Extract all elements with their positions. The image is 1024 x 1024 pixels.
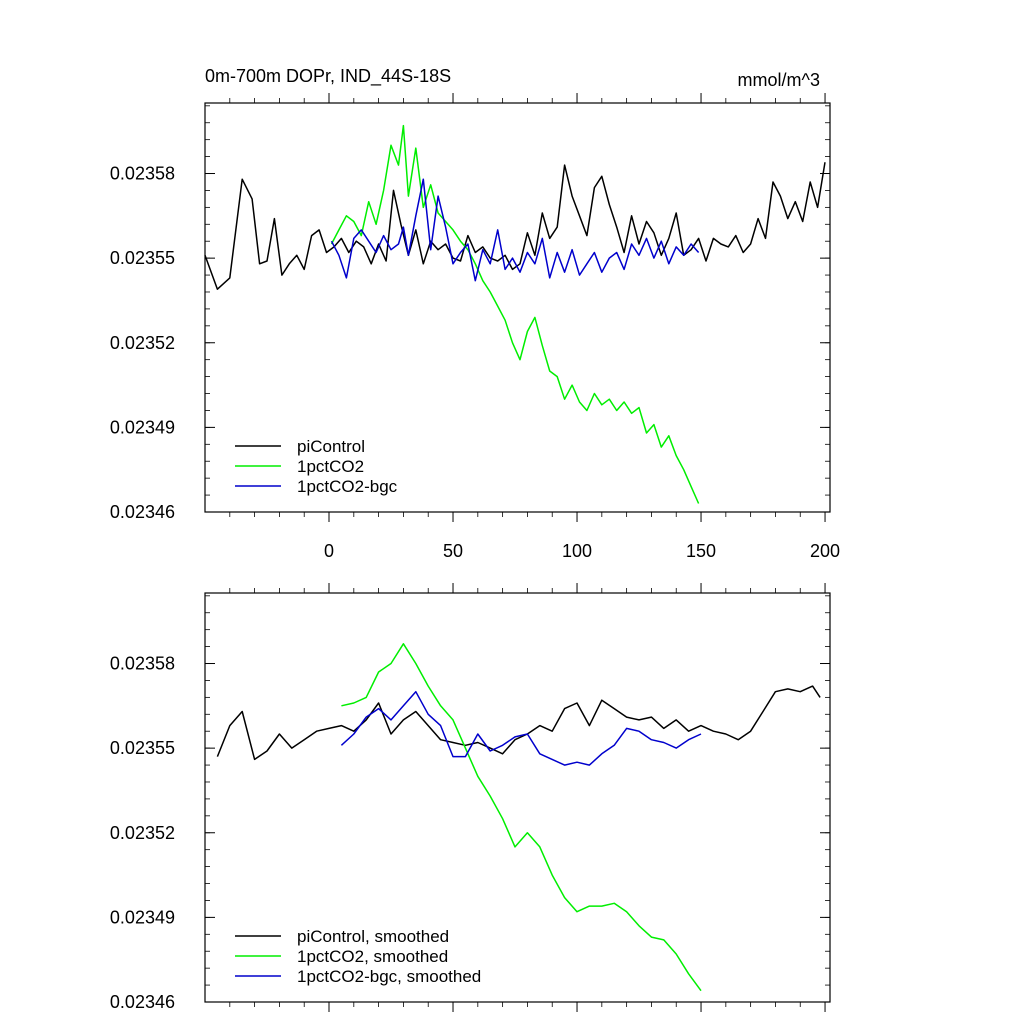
bottom-legend-label-0: piControl, smoothed [297, 927, 449, 946]
top-panel-title: 0m-700m DOPr, IND_44S-18S [205, 66, 451, 87]
top-legend-label-1: 1pctCO2 [297, 457, 364, 476]
top-label-layer: 0.02346 0.02349 0.02352 0.02355 0.02358 0 50 10… [110, 164, 840, 561]
bottom-y-tick-label: 0.02358 [110, 654, 175, 674]
bottom-series-line-2 [340, 690, 702, 766]
bottom-label-layer: 0.02346 0.02349 0.02352 0.02355 0.02358 [110, 654, 175, 1012]
top-plot-frame [204, 102, 831, 513]
top-series-layer [204, 124, 826, 504]
top-legend-label-0: piControl [297, 437, 365, 456]
bottom-y-tick-label: 0.02349 [110, 907, 175, 927]
bottom-legend-label-1: 1pctCO2, smoothed [297, 947, 448, 966]
bottom-legend-label-2: 1pctCO2-bgc, smoothed [297, 967, 481, 986]
top-tick-layer [205, 93, 830, 522]
top-series-line-0 [204, 162, 826, 290]
top-x-tick-label: 100 [562, 541, 592, 561]
bottom-series-layer [216, 643, 821, 992]
bottom-series-line-0 [216, 685, 821, 761]
top-y-tick-label: 0.02346 [110, 502, 175, 522]
top-y-tick-label: 0.02355 [110, 248, 175, 268]
bottom-y-tick-label: 0.02352 [110, 823, 175, 843]
top-x-tick-label: 0 [324, 541, 334, 561]
bottom-panel: 0.02346 0.02349 0.02352 0.02355 0.02358 piCo… [110, 583, 831, 1012]
top-series-line-2 [330, 178, 700, 282]
bottom-series-line-1 [341, 643, 702, 992]
bottom-y-tick-label: 0.02355 [110, 738, 175, 758]
top-legend-label-2: 1pctCO2-bgc [297, 477, 398, 496]
top-x-tick-label: 200 [810, 541, 840, 561]
top-y-tick-label: 0.02349 [110, 417, 175, 437]
top-y-tick-label: 0.02352 [110, 333, 175, 353]
top-panel: 0m-700m DOPr, IND_44S-18S mmol/m^3 0.023… [110, 66, 840, 561]
top-panel-units: mmol/m^3 [738, 70, 820, 90]
bottom-plot-frame [204, 592, 831, 1003]
bottom-y-tick-label: 0.02346 [110, 992, 175, 1012]
bottom-tick-layer [205, 583, 830, 1012]
top-series-line-1 [330, 124, 700, 504]
top-x-tick-label: 50 [443, 541, 463, 561]
top-x-tick-label: 150 [686, 541, 716, 561]
top-y-tick-label: 0.02358 [110, 164, 175, 184]
